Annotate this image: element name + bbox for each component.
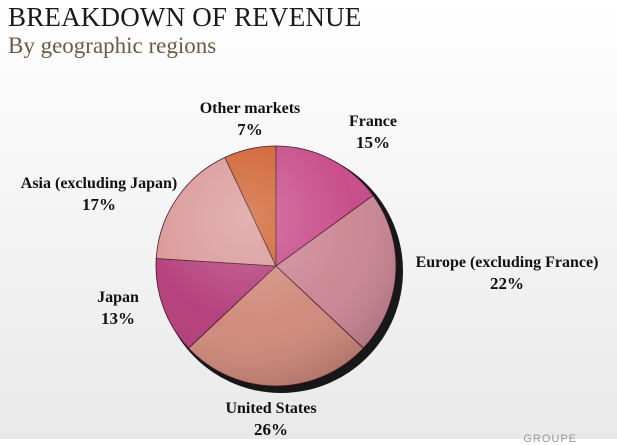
corner-brand-text: GROUPE [523, 433, 577, 445]
slice-label-japan: Japan 13% [78, 287, 158, 329]
slice-label-france: France 15% [335, 111, 411, 153]
slice-label-asia-name: Asia (excluding Japan) [20, 175, 178, 192]
pie-highlight [156, 146, 396, 386]
slice-label-other-markets-value: 7% [237, 120, 263, 139]
slice-label-other-markets-name: Other markets [199, 100, 301, 117]
slice-label-europe-name: Europe (excluding France) [415, 254, 599, 271]
slice-label-france-name: France [349, 113, 397, 130]
slice-label-europe: Europe (excluding France) 22% [398, 252, 616, 294]
chart-subtitle: By geographic regions [8, 33, 217, 58]
slice-label-united-states-name: United States [225, 400, 317, 417]
slice-label-united-states-value: 26% [254, 420, 288, 439]
slice-label-asia: Asia (excluding Japan) 17% [6, 173, 192, 215]
slice-label-asia-value: 17% [82, 195, 116, 214]
slice-label-japan-value: 13% [101, 309, 135, 328]
slice-label-united-states: United States 26% [206, 398, 336, 440]
slice-label-france-value: 15% [356, 133, 390, 152]
chart-title: BREAKDOWN OF REVENUE [8, 2, 362, 32]
slice-label-other-markets: Other markets 7% [186, 98, 314, 140]
slice-label-japan-name: Japan [97, 289, 139, 306]
slice-label-europe-value: 22% [490, 274, 524, 293]
